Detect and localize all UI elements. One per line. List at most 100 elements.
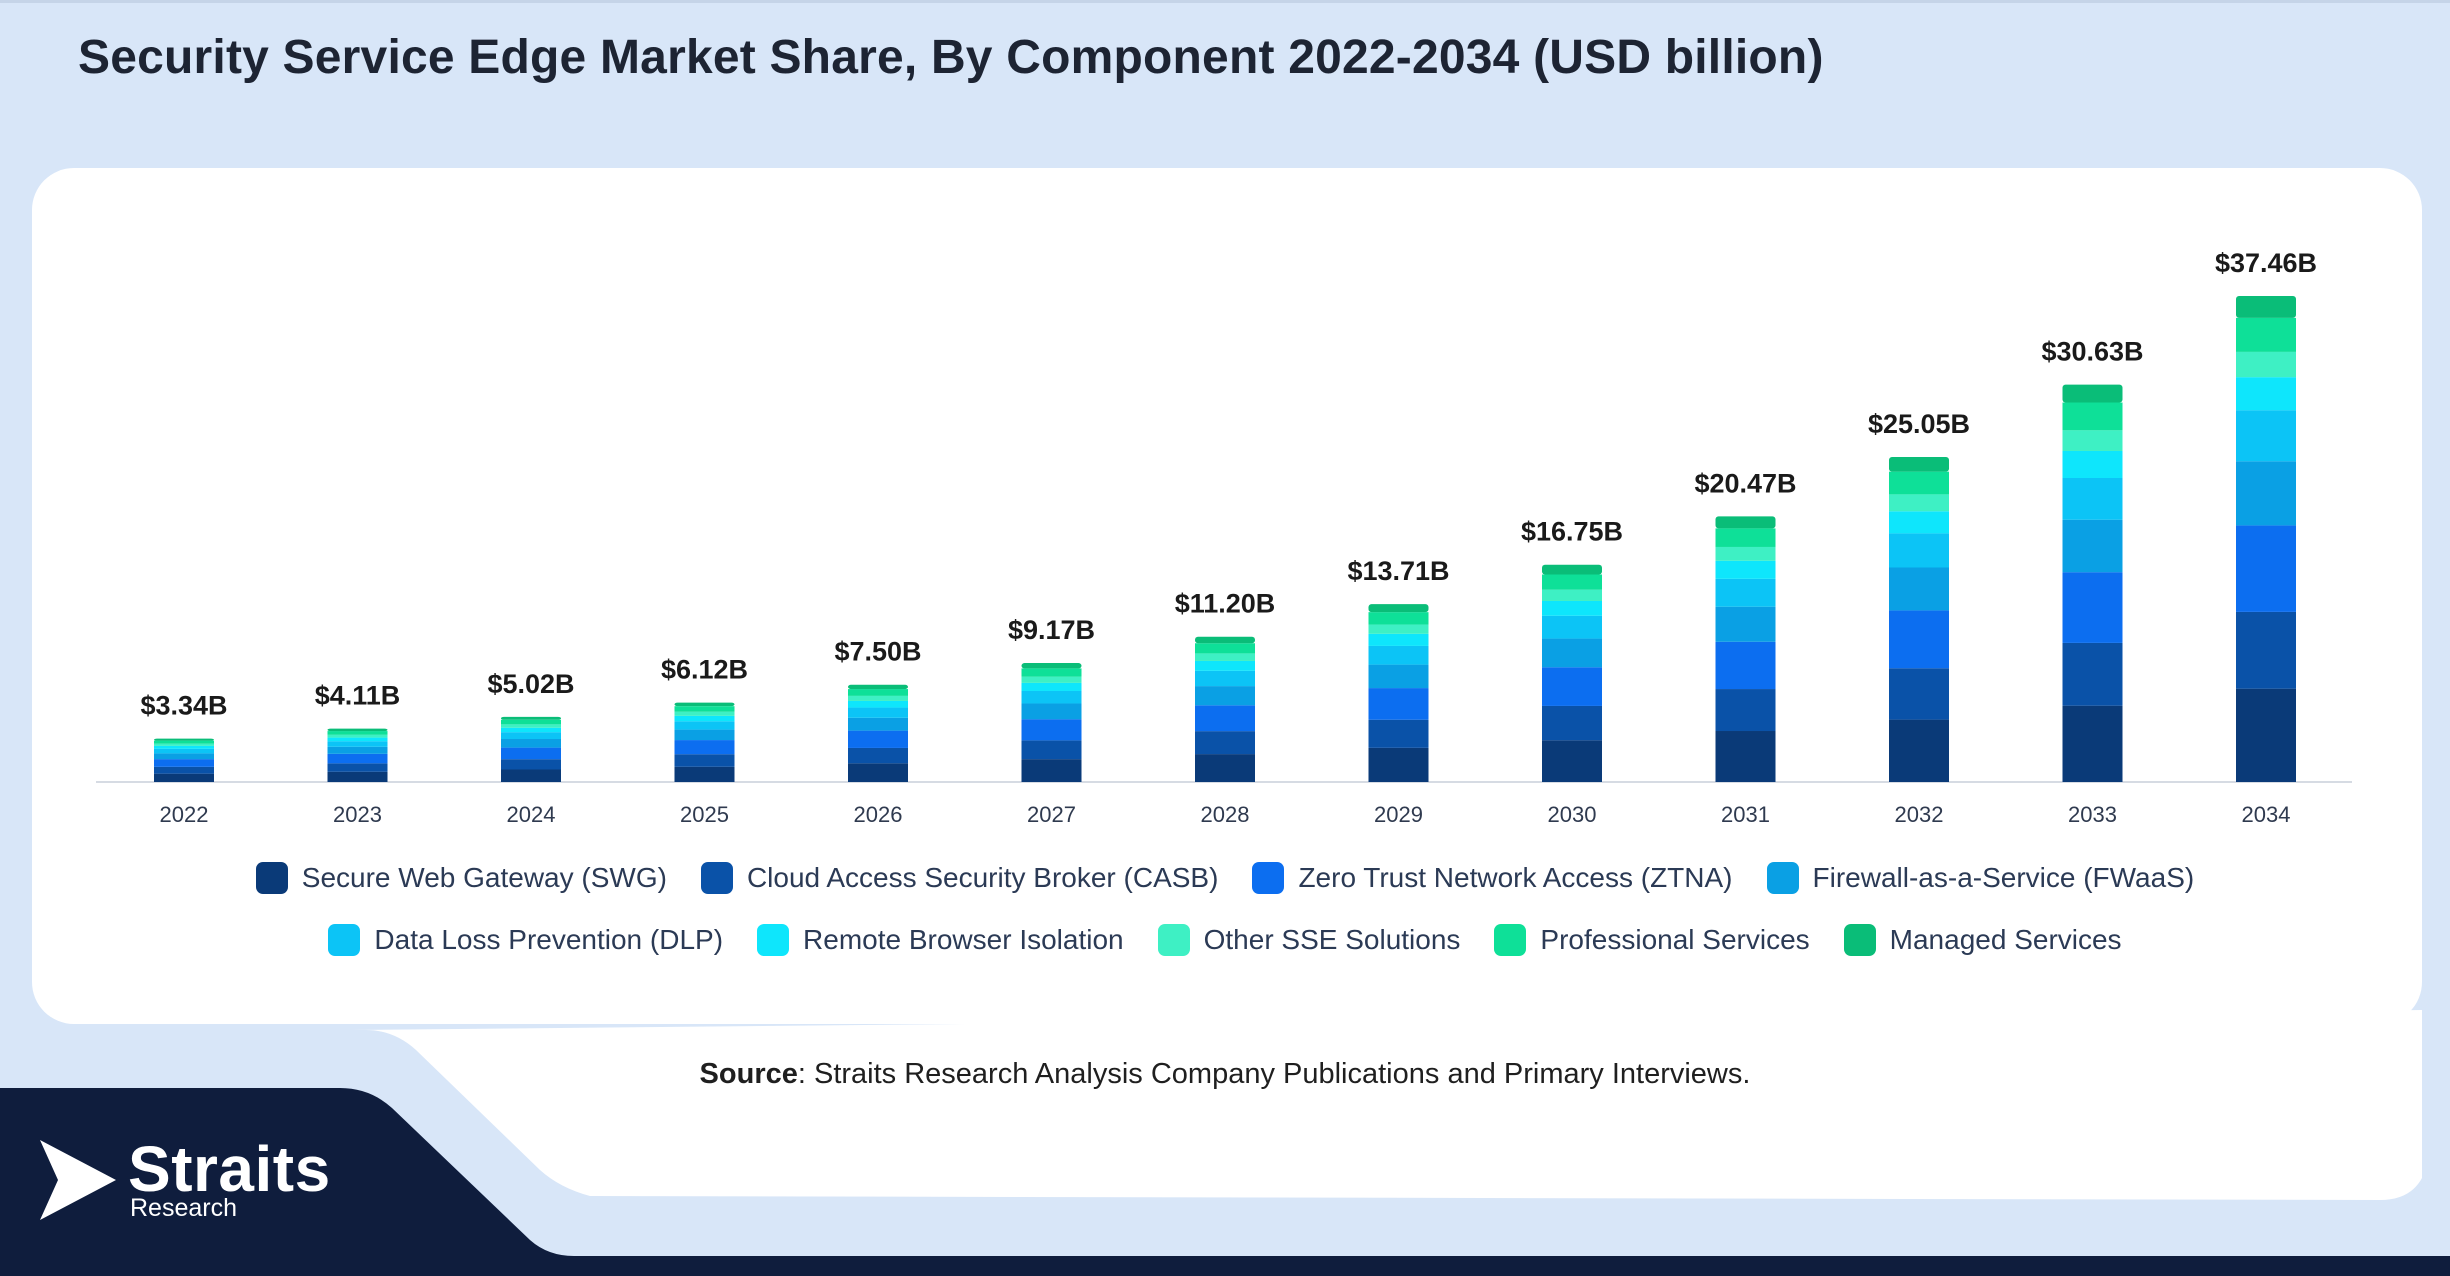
bar-segment [1889,457,1949,472]
legend-swatch [1766,862,1799,894]
bar-segment [1542,615,1602,639]
legend-row: Data Loss Prevention (DLP) Remote Browser… [0,920,2450,960]
bar-segment [848,717,908,731]
bar-segment [674,740,735,755]
bar-segment [2236,351,2296,378]
data-label: $13.71B [1347,556,1449,586]
bar-segment [1368,604,1429,613]
logo-subtitle: Research [130,1194,237,1222]
bar-stack-2023 [327,728,388,782]
bar-stack-2026 [848,684,908,782]
bar-segment [1021,690,1082,704]
bar-segment [1195,670,1255,687]
bar-segment [1542,589,1602,601]
data-label: $20.47B [1694,468,1796,498]
bar-segment [501,727,561,733]
bar-segment [2236,611,2296,689]
bar-segment [1021,740,1082,760]
legend-swatch [255,862,288,894]
bar-segment [501,716,561,720]
bar-segment [2062,572,2123,643]
bar-segment [674,754,735,767]
legend-item: Cloud Access Security Broker (CASB) [700,862,1218,894]
bar-segment [1889,567,1949,611]
bar-segment [501,739,561,748]
bar-segment [327,731,388,735]
x-tick-label: 2031 [1721,802,1770,827]
bar-segment [327,746,388,754]
x-tick-label: 2028 [1201,802,1250,827]
bar-segment [1195,754,1255,782]
bar-segment [1715,528,1776,547]
bar-segment [1195,660,1255,671]
legend-item: Professional Services [1494,924,1810,956]
logo-arrow-icon [40,1140,116,1220]
bar-segment [848,689,908,696]
bar-segment [1021,703,1082,720]
bar-segment [1368,624,1429,634]
bar-stack-2031 [1715,516,1776,782]
data-label: $5.02B [487,669,574,699]
straits-logo: Straits Research [36,1128,356,1228]
bar-segment [154,743,214,746]
bar-segment [1195,643,1255,654]
bar-segment [1889,533,1949,568]
bar-segment [2236,296,2296,318]
bar-segment [154,738,214,741]
bar-stack-2034 [2236,296,2296,782]
data-label: $9.17B [1008,615,1095,645]
bar-segment [2236,377,2296,411]
bar-segment [1889,610,1949,669]
bar-segment [1715,578,1776,607]
bar-segment [1021,719,1082,741]
bar-segment [327,763,388,772]
legend-item: Other SSE Solutions [1157,924,1460,956]
bar-segment [674,715,735,722]
legend-swatch [1843,924,1876,956]
legend-item: Remote Browser Isolation [757,924,1124,956]
bar-segment [848,695,908,701]
chart-card [32,168,2422,1024]
bar-segment [2062,402,2123,431]
bar-segment [1715,546,1776,561]
bar-segment [154,745,214,749]
bar-stack-2030 [1542,564,1602,782]
bar-segment [2062,384,2123,403]
bar-segment [154,748,214,754]
bar-segment [1542,564,1602,575]
bar-stack-2028 [1195,636,1255,782]
bar-segment [327,728,388,732]
legend-swatch [1252,862,1285,894]
bar-segment [1368,612,1429,625]
bar-segment [1195,731,1255,755]
bar-segment [327,771,388,782]
bar-segment [2062,642,2123,706]
logo-word: Straits [128,1133,331,1205]
data-label: $30.63B [2041,337,2143,367]
bar-segment [848,763,908,782]
legend-label: Secure Web Gateway (SWG) [301,862,667,893]
bar-segment [1195,636,1255,644]
bar-segment [848,700,908,708]
bar-segment [2062,519,2123,573]
page-title: Security Service Edge Market Share, By C… [78,31,1824,84]
bar-segment [1195,686,1255,706]
legend-swatch [1157,924,1190,956]
legend-label: Remote Browser Isolation [803,924,1124,955]
legend-row: Secure Web Gateway (SWG) Cloud Access Sec… [0,858,2450,898]
source-label: Source [699,1058,798,1090]
data-label: $7.50B [834,637,921,667]
legend-label: Zero Trust Network Access (ZTNA) [1298,862,1733,893]
bar-segment [2236,317,2296,352]
bar-segment [674,729,735,741]
legend-item: Zero Trust Network Access (ZTNA) [1252,862,1733,894]
bar-segment [2062,450,2123,478]
bar-segment [1715,516,1776,529]
top-border [0,0,2450,3]
bar-segment [1889,511,1949,534]
bar-segment [2236,410,2296,462]
bar-segment [1542,705,1602,741]
bar-segment [154,766,214,774]
